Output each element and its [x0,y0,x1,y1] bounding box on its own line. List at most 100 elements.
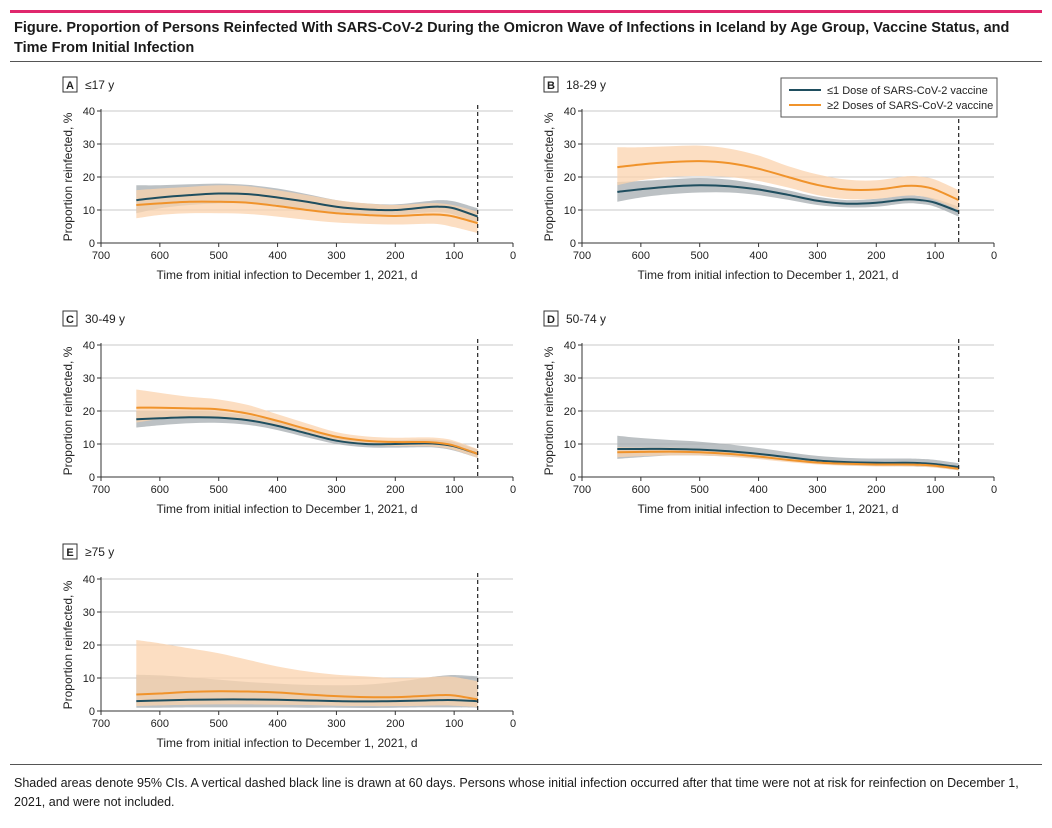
figure-caption: Shaded areas denote 95% CIs. A vertical … [14,776,1019,809]
x-tick-label: 400 [749,484,767,496]
y-tick-label: 10 [83,673,95,685]
y-tick-label: 30 [83,373,95,385]
y-tick-label: 10 [564,439,576,451]
y-tick-label: 0 [89,706,95,718]
x-tick-label: 100 [445,250,463,262]
x-axis-label: Time from initial infection to December … [156,268,417,282]
panel-letter-box [543,76,559,93]
figure-title: Figure. Proportion of Persons Reinfected… [14,20,1010,56]
ci-band-series-1 [617,177,959,217]
panel-title: 30-49 y [85,312,125,326]
series-line-2 [136,690,478,701]
series-line-2 [136,200,478,225]
y-tick-label: 10 [83,205,95,217]
series-line-1 [136,192,479,218]
x-tick-label: 0 [510,484,516,496]
series-line-2 [617,160,960,202]
x-tick-label: 100 [926,484,944,496]
y-tick-label: 10 [83,439,95,451]
y-tick-label: 40 [83,340,95,352]
panel-letter: B [547,80,555,92]
x-tick-label: 300 [327,250,345,262]
x-tick-label: 700 [92,250,110,262]
series-line-1 [617,184,960,213]
x-tick-label: 300 [327,718,345,730]
series-line-1 [136,416,478,455]
panel-letter-box [62,543,78,560]
x-tick-label: 100 [926,250,944,262]
x-tick-label: 700 [92,484,110,496]
y-tick-label: 20 [83,406,95,418]
x-tick-label: 0 [510,718,516,730]
x-axis-label: Time from initial infection to December … [156,736,417,750]
panel-letter: D [547,314,555,326]
y-axis-label: Proportion reinfected, % [542,112,556,241]
x-tick-label: 400 [268,718,286,730]
y-axis-label: Proportion reinfected, % [61,346,75,475]
panel-title: ≤17 y [85,78,114,92]
ci-band-series-1 [617,435,959,471]
y-tick-label: 30 [83,607,95,619]
x-tick-label: 500 [210,718,228,730]
top-accent-rule [10,10,1042,13]
legend-label-2: ≥2 Doses of SARS-CoV-2 vaccine [827,100,993,112]
x-tick-label: 700 [573,250,591,262]
panel-d: 0 10 20 30 40 700 600 500 400 300 200 100 0 Time from… [542,310,997,516]
x-tick-label: 200 [386,718,404,730]
x-tick-label: 100 [445,484,463,496]
panel-title: ≥75 y [85,545,114,559]
y-tick-label: 40 [564,340,576,352]
y-tick-label: 0 [570,238,576,250]
x-tick-label: 600 [151,484,169,496]
x-tick-label: 500 [210,250,228,262]
panel-c: 0 10 20 30 40 700 600 500 400 300 200 100 0 Time from… [61,310,516,516]
legend-label-1: ≤1 Dose of SARS-CoV-2 vaccine [827,85,988,97]
x-tick-label: 700 [573,484,591,496]
title-divider [10,61,1042,62]
y-tick-label: 10 [564,205,576,217]
x-tick-label: 0 [991,250,997,262]
series-line-1 [136,698,478,703]
x-axis-label: Time from initial infection to December … [637,268,898,282]
y-tick-label: 30 [83,139,95,151]
y-axis-label: Proportion reinfected, % [61,112,75,241]
y-tick-label: 20 [83,172,95,184]
y-tick-label: 0 [570,472,576,484]
panel-b: 0 10 20 30 40 700 600 500 400 300 200 100 0 Time from… [542,76,997,282]
y-tick-label: 40 [564,106,576,118]
x-tick-label: 600 [632,250,650,262]
y-tick-label: 20 [83,640,95,652]
x-tick-label: 300 [808,250,826,262]
panel-e: 0 10 20 30 40 700 600 500 400 300 200 100 0 Time from… [61,543,516,750]
x-tick-label: 600 [151,250,169,262]
y-tick-label: 30 [564,373,576,385]
x-tick-label: 400 [268,250,286,262]
x-tick-label: 300 [808,484,826,496]
x-tick-label: 500 [691,250,709,262]
x-tick-label: 600 [632,484,650,496]
panel-letter: A [66,80,74,92]
ci-band-series-2 [136,389,478,458]
series-line-2 [136,406,479,455]
panel-title: 18-29 y [566,78,606,92]
panel-letter: E [66,547,73,559]
x-tick-label: 300 [327,484,345,496]
x-axis-label: Time from initial infection to December … [637,502,898,516]
x-tick-label: 200 [386,484,404,496]
y-tick-label: 40 [83,574,95,586]
panel-letter: C [66,314,74,326]
x-tick-label: 100 [445,718,463,730]
x-axis-label: Time from initial infection to December … [156,502,417,516]
x-tick-label: 500 [691,484,709,496]
x-tick-label: 400 [749,250,767,262]
ci-band-series-2 [136,640,478,708]
legend-box [780,77,998,118]
panel-letter-box [62,310,78,327]
y-tick-label: 30 [564,139,576,151]
panel-letter-box [62,76,78,93]
y-axis-label: Proportion reinfected, % [61,580,75,709]
x-tick-label: 700 [92,718,110,730]
y-tick-label: 40 [83,106,95,118]
y-axis-label: Proportion reinfected, % [542,346,556,475]
